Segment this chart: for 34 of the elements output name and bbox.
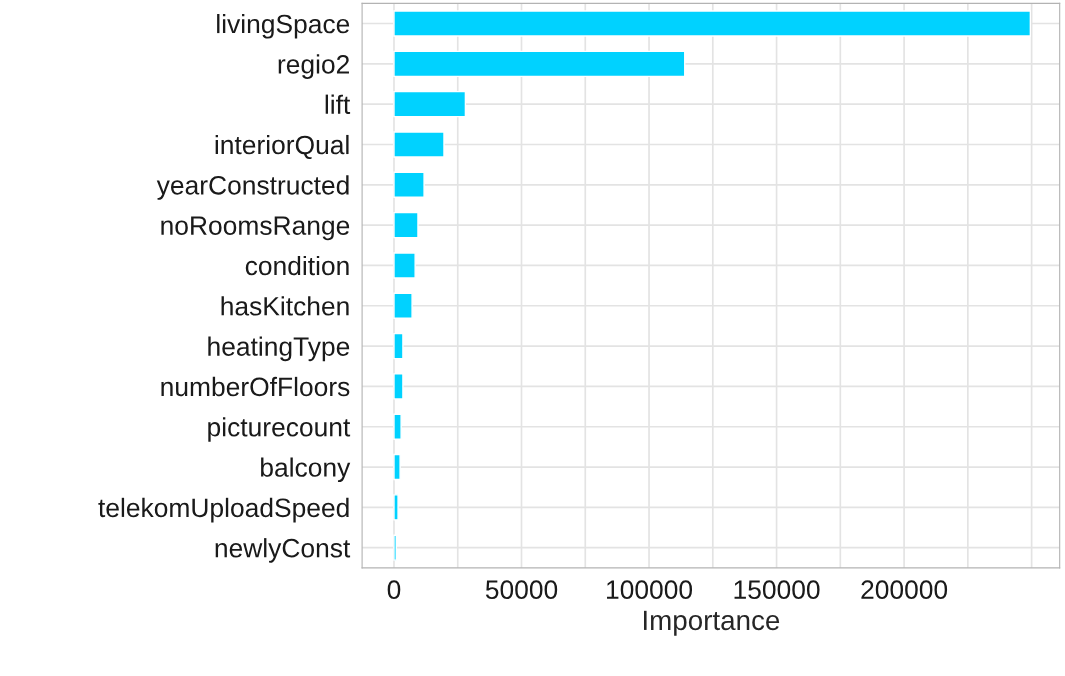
y-tick-label: picturecount — [208, 417, 351, 442]
x-tick-label: 50000 — [485, 580, 558, 600]
x-tick-label: 150000 — [734, 580, 820, 600]
x-tick-label: 100000 — [607, 580, 693, 600]
x-axis-title: Importance — [643, 610, 780, 636]
y-tick-label: noRoomsRange — [161, 216, 350, 241]
y-tick-label: heatingType — [208, 336, 350, 362]
y-tick-label: regio2 — [278, 54, 349, 79]
bar — [393, 211, 419, 239]
bar — [393, 332, 404, 360]
y-tick-label: balcony — [261, 457, 351, 483]
y-tick-label: telekomUploadSpeed — [98, 497, 349, 523]
bar — [393, 50, 686, 78]
bar — [393, 534, 397, 561]
x-tick-label: 0 — [387, 580, 401, 600]
y-tick-label: numberOfFloors — [161, 376, 350, 397]
bar — [393, 373, 404, 400]
x-tick-label: 200000 — [861, 580, 948, 600]
y-tick-label: interiorQual — [215, 134, 349, 160]
bar — [393, 413, 402, 440]
bar — [393, 10, 1032, 37]
bar — [393, 453, 401, 481]
y-tick-label: newlyConst — [215, 538, 351, 563]
y-tick-label: yearConstructed — [156, 175, 349, 200]
bar — [393, 90, 467, 118]
bar — [393, 494, 399, 521]
bar — [393, 131, 445, 158]
bar — [393, 292, 413, 319]
y-tick-label: lift — [325, 94, 351, 114]
y-tick-label: livingSpace — [217, 13, 350, 39]
bar — [393, 252, 416, 279]
y-tick-label: condition — [245, 255, 349, 276]
bar — [393, 171, 425, 199]
y-tick-label: hasKitchen — [221, 296, 349, 316]
